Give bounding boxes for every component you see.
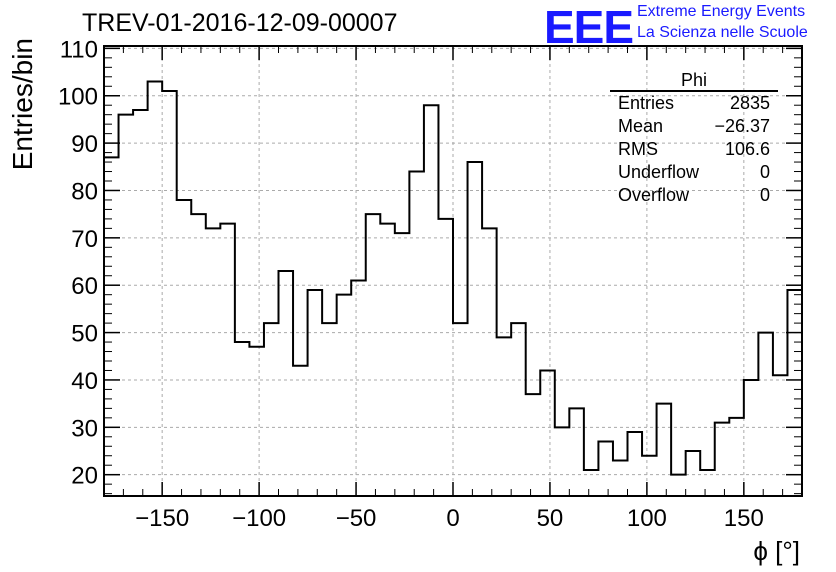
stats-label: Entries: [618, 93, 675, 113]
logo-line-1: Extreme Energy Events: [637, 3, 806, 20]
logo-line-2: La Scienza nelle Scuole: [637, 24, 808, 41]
x-tick-label: 150: [724, 505, 764, 532]
y-axis-label: Entries/bin: [7, 38, 38, 170]
stats-value: 0: [759, 185, 770, 205]
stats-row-overflow: Overflow 0: [610, 184, 778, 207]
stats-row-mean: Mean −26.37: [610, 115, 778, 138]
x-tick-label: −50: [336, 505, 377, 532]
y-tick-label: 70: [71, 226, 98, 253]
stats-value: 106.6: [724, 139, 770, 159]
stats-row-entries: Entries 2835: [610, 92, 778, 115]
y-tick-label: 50: [71, 321, 98, 348]
y-tick-label: 110: [60, 36, 98, 63]
stats-label: Mean: [618, 116, 664, 136]
y-tick-labels: 20 30 40 50 60 70 80 90 100 110: [58, 36, 98, 489]
x-tick-label: −150: [135, 505, 189, 532]
stats-label: RMS: [618, 139, 658, 159]
histogram-series: [104, 80, 803, 476]
stats-title: Phi: [610, 70, 778, 92]
plot-frame: [103, 45, 803, 497]
stats-value: 0: [759, 162, 770, 182]
stats-row-rms: RMS 106.6: [610, 138, 778, 161]
y-tick-label: 80: [71, 178, 98, 205]
x-tick-labels: −150 −100 −50 0 50 100 150: [135, 505, 764, 532]
x-tick-label: 50: [537, 505, 564, 532]
plot-title: TREV-01-2016-12-09-00007: [82, 9, 398, 37]
x-axis-label: ϕ [°]: [753, 536, 800, 566]
y-tick-label: 30: [71, 415, 98, 442]
x-tick-label: 100: [627, 505, 667, 532]
stats-row-underflow: Underflow 0: [610, 161, 778, 184]
x-tick-label: −100: [232, 505, 286, 532]
stats-value: −26.37: [714, 116, 770, 136]
stats-label: Underflow: [618, 162, 700, 182]
y-tick-label: 20: [71, 463, 98, 490]
axis-ticks: [103, 46, 803, 496]
y-tick-label: 90: [71, 131, 98, 158]
x-tick-label: 0: [446, 505, 459, 532]
stats-box: Phi Entries 2835 Mean −26.37 RMS 106.6 U…: [610, 70, 778, 207]
stats-label: Overflow: [618, 185, 690, 205]
y-tick-label: 60: [71, 273, 98, 300]
y-tick-label: 40: [71, 368, 98, 395]
y-tick-label: 100: [58, 84, 98, 111]
eee-logo: EEE: [544, 1, 634, 53]
stats-value: 2835: [729, 93, 770, 113]
